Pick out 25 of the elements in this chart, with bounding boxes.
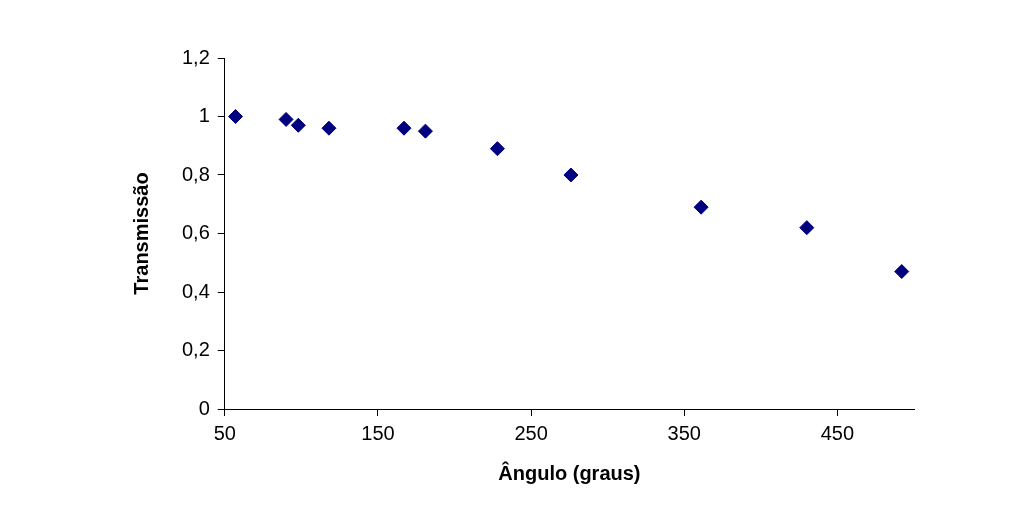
y-tick-label: 0,4 — [181, 279, 210, 302]
x-tick-label: 50 — [213, 421, 236, 444]
point — [321, 120, 337, 136]
y-tick-label: 0,8 — [181, 162, 210, 185]
point — [417, 123, 433, 139]
point — [799, 220, 815, 236]
point — [693, 199, 709, 215]
y-tick-label: 1,2 — [181, 45, 210, 68]
y-tick-label: 0 — [198, 396, 210, 419]
point — [489, 141, 505, 157]
point — [228, 109, 244, 124]
y-tick-label: 0,6 — [181, 221, 210, 244]
x-axis-title: Ângulo (graus) — [498, 460, 641, 484]
point — [563, 167, 579, 183]
x-tick-label: 350 — [667, 421, 701, 444]
point — [290, 117, 306, 133]
y-axis-title: Transmissão — [129, 172, 152, 295]
y-tick-label: 1 — [198, 104, 210, 127]
y-tick-label: 0,2 — [181, 338, 210, 361]
point — [396, 120, 412, 136]
point — [278, 111, 294, 127]
point — [894, 264, 910, 280]
x-tick-label: 150 — [361, 421, 395, 444]
x-tick-label: 450 — [820, 421, 855, 444]
x-tick-label: 250 — [514, 421, 548, 444]
